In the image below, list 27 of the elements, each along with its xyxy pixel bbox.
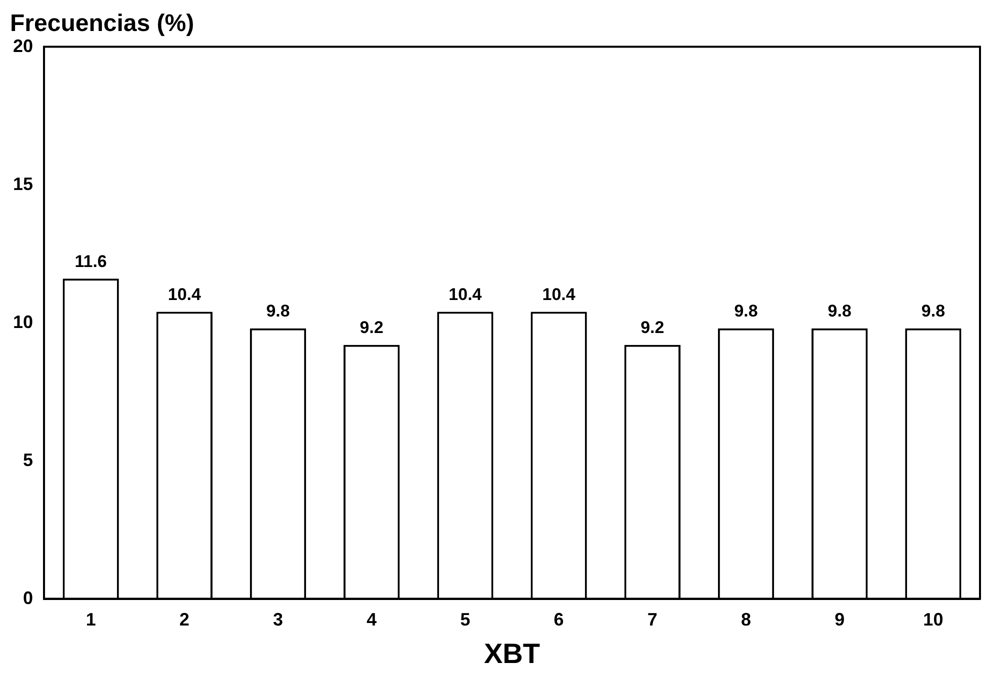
x-tick-label: 10 [923, 610, 944, 630]
x-tick-label: 8 [741, 610, 752, 630]
data-label: 9.8 [734, 302, 758, 321]
x-tick-label: 5 [460, 610, 470, 630]
data-label: 10.4 [448, 284, 482, 304]
y-tick-label: 5 [23, 450, 34, 470]
data-label: 10.4 [542, 284, 576, 304]
x-tick-label: 3 [273, 610, 284, 630]
x-tick-label: 7 [647, 610, 658, 630]
y-tick-label: 15 [12, 174, 34, 194]
y-tick-label: 10 [12, 312, 34, 332]
x-tick-label: 1 [86, 610, 96, 630]
data-label: 11.6 [74, 252, 107, 271]
x-tick-label: 2 [179, 610, 190, 630]
data-label: 9.8 [828, 302, 852, 321]
chart-title: Frecuencias (%) [10, 10, 194, 38]
x-tick-label: 4 [366, 610, 377, 630]
y-tick-label: 20 [12, 36, 34, 56]
data-label: 9.2 [640, 318, 664, 338]
data-label: 9.8 [921, 302, 946, 321]
data-label: 9.2 [360, 318, 384, 338]
x-tick-label: 9 [834, 610, 845, 630]
data-label: 9.8 [266, 302, 290, 321]
y-tick-label: 0 [23, 588, 34, 608]
x-axis-title: XBT [484, 638, 540, 669]
data-label: 10.4 [168, 284, 202, 304]
x-tick-label: 6 [554, 610, 564, 630]
